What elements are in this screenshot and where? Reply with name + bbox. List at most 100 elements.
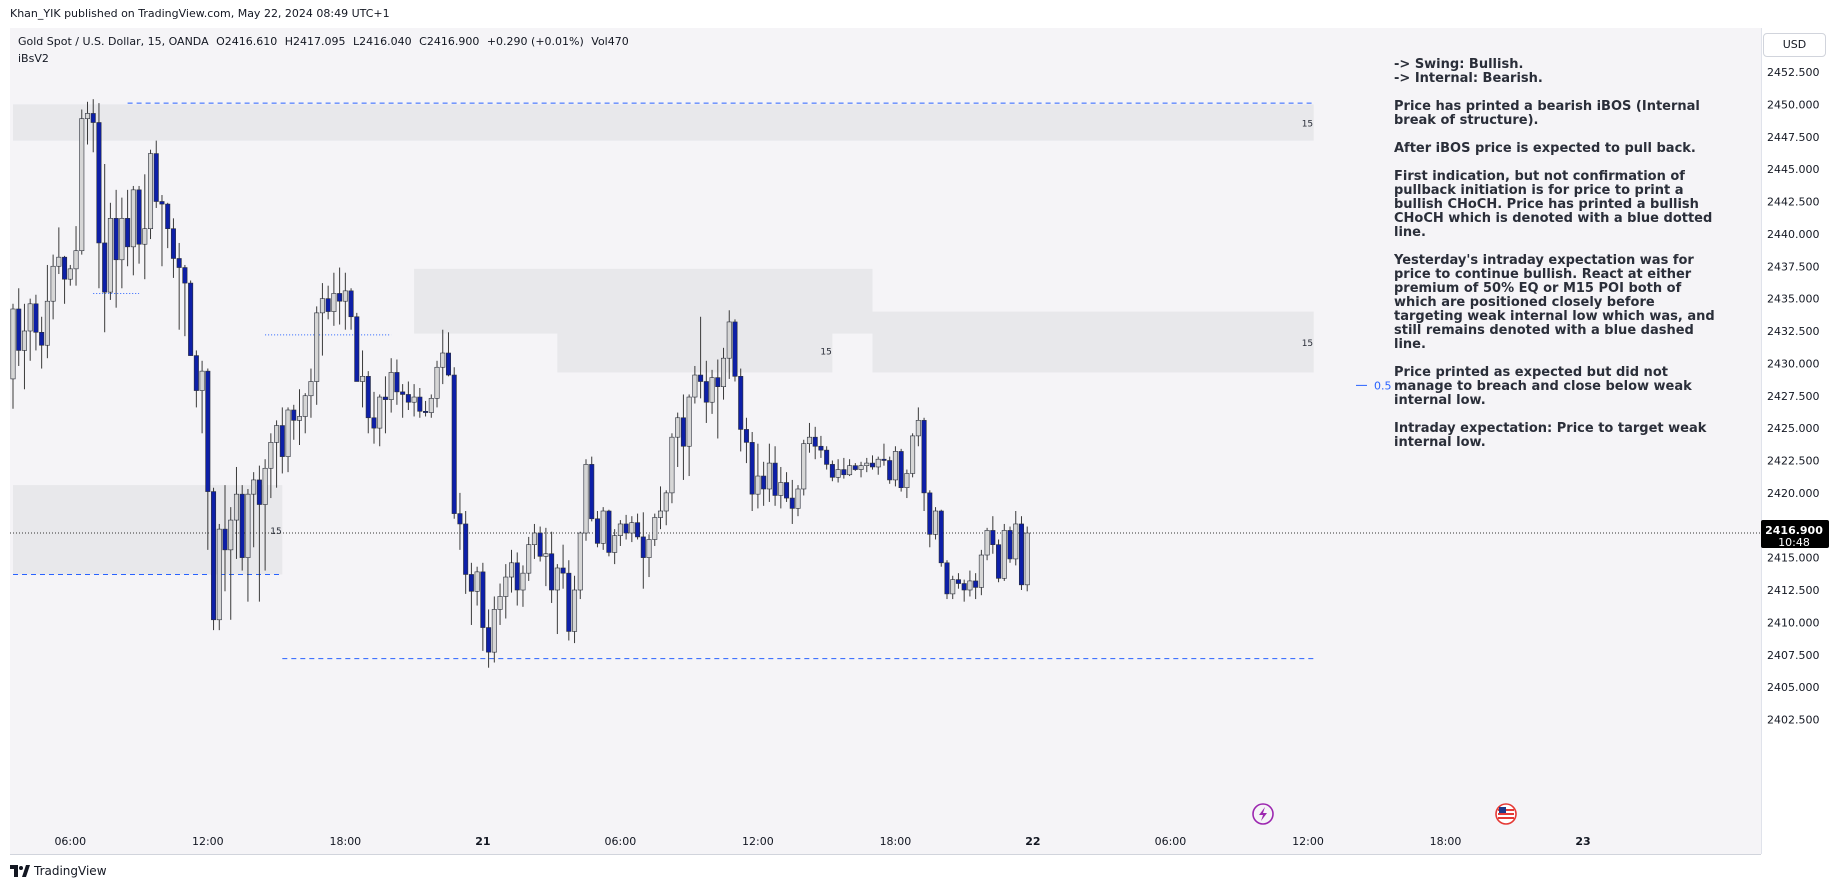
candle-body [428, 398, 434, 413]
candle [159, 195, 165, 267]
candle [21, 303, 27, 390]
candle [738, 368, 744, 452]
candle [852, 463, 858, 471]
candle-body [801, 443, 807, 490]
candle-body [646, 539, 652, 558]
candle-body [457, 513, 463, 525]
candle [302, 393, 308, 434]
candle-body [388, 372, 394, 400]
note-paragraph: After iBOS price is expected to pull bac… [1394, 141, 1696, 156]
tradingview-brand[interactable]: TradingView [10, 864, 107, 878]
candle [113, 189, 119, 308]
candle [405, 381, 411, 410]
currency-button[interactable]: USD [1763, 33, 1826, 57]
candle-body [16, 308, 22, 351]
candle-body [1007, 530, 1013, 560]
candle [1007, 526, 1013, 563]
candle [589, 456, 595, 522]
candle [170, 218, 176, 278]
candle [669, 433, 675, 504]
candle [291, 404, 297, 440]
candle [933, 507, 939, 540]
candle [698, 316, 704, 399]
candle-body [451, 374, 457, 514]
candle-body [44, 300, 50, 346]
candle-body [933, 510, 939, 535]
price-axis[interactable] [1761, 28, 1835, 854]
candle [348, 288, 354, 330]
y-tick-label: 2430.000 [1767, 357, 1820, 370]
candle-body [617, 523, 623, 536]
candle [360, 350, 366, 408]
candle-body [319, 298, 325, 314]
candle [732, 319, 738, 382]
candle-body [50, 265, 56, 302]
candle [789, 479, 795, 524]
candle [434, 360, 440, 408]
candle [566, 560, 572, 641]
candle-body [251, 479, 257, 495]
candle-body [600, 510, 606, 544]
candle [331, 272, 337, 326]
candle-body [279, 425, 285, 457]
candle-body [973, 580, 979, 588]
candle-body [296, 416, 302, 421]
candle-body [67, 268, 73, 280]
poi-zone [13, 104, 1314, 141]
symbol-legend[interactable]: Gold Spot / U.S. Dollar, 15, OANDA O2416… [18, 35, 633, 48]
x-tick-label: 18:00 [1430, 835, 1462, 848]
candle-body [440, 352, 446, 368]
candle [709, 369, 715, 414]
candle [675, 412, 681, 467]
candle-body [944, 562, 950, 595]
candle-body [715, 377, 721, 387]
candle-body [680, 417, 686, 447]
candle-body [497, 596, 503, 610]
equilibrium-label: 0.5 [1374, 379, 1392, 392]
candle [319, 283, 325, 356]
candle [984, 527, 990, 561]
note-paragraph: Yesterday's intraday expectation was for… [1394, 253, 1715, 352]
candle-body [222, 528, 228, 551]
candle [509, 549, 515, 593]
candle-body [10, 308, 16, 380]
candle-body [841, 469, 847, 476]
candle-body [434, 366, 440, 399]
candle-body [543, 553, 549, 557]
candle-body [784, 482, 790, 499]
candle-body [84, 113, 90, 119]
candle [743, 417, 749, 464]
candle-body [732, 321, 738, 377]
indicator-legend[interactable]: iBsV2 [18, 52, 49, 65]
x-tick-label: 23 [1575, 835, 1590, 848]
candle [67, 264, 73, 286]
y-tick-label: 2402.500 [1767, 714, 1820, 727]
candle [365, 371, 371, 434]
chart-pane[interactable] [10, 28, 1761, 855]
ohlc-close: C2416.900 [419, 35, 480, 48]
candle-body [961, 583, 967, 591]
flash-icon[interactable] [1252, 803, 1274, 825]
candle [50, 254, 56, 320]
candle [44, 264, 50, 359]
candle-body [239, 493, 245, 558]
candle [102, 163, 108, 333]
poi-zone [872, 311, 1314, 373]
candle-body [400, 391, 406, 395]
candle-body [795, 488, 801, 509]
candle-body [1018, 523, 1024, 586]
candle [211, 487, 217, 631]
candle-body [726, 321, 732, 359]
x-tick-label: 06:00 [605, 835, 637, 848]
candle-body [950, 579, 956, 595]
candle [818, 435, 824, 458]
candle-body [978, 554, 984, 588]
candle-body [915, 420, 921, 437]
structure-lines: 0.5 [10, 102, 1761, 660]
candle-body [170, 228, 176, 259]
candle [921, 417, 927, 512]
candle-body [904, 473, 910, 488]
us-flag-event-icon[interactable] [1495, 803, 1517, 825]
